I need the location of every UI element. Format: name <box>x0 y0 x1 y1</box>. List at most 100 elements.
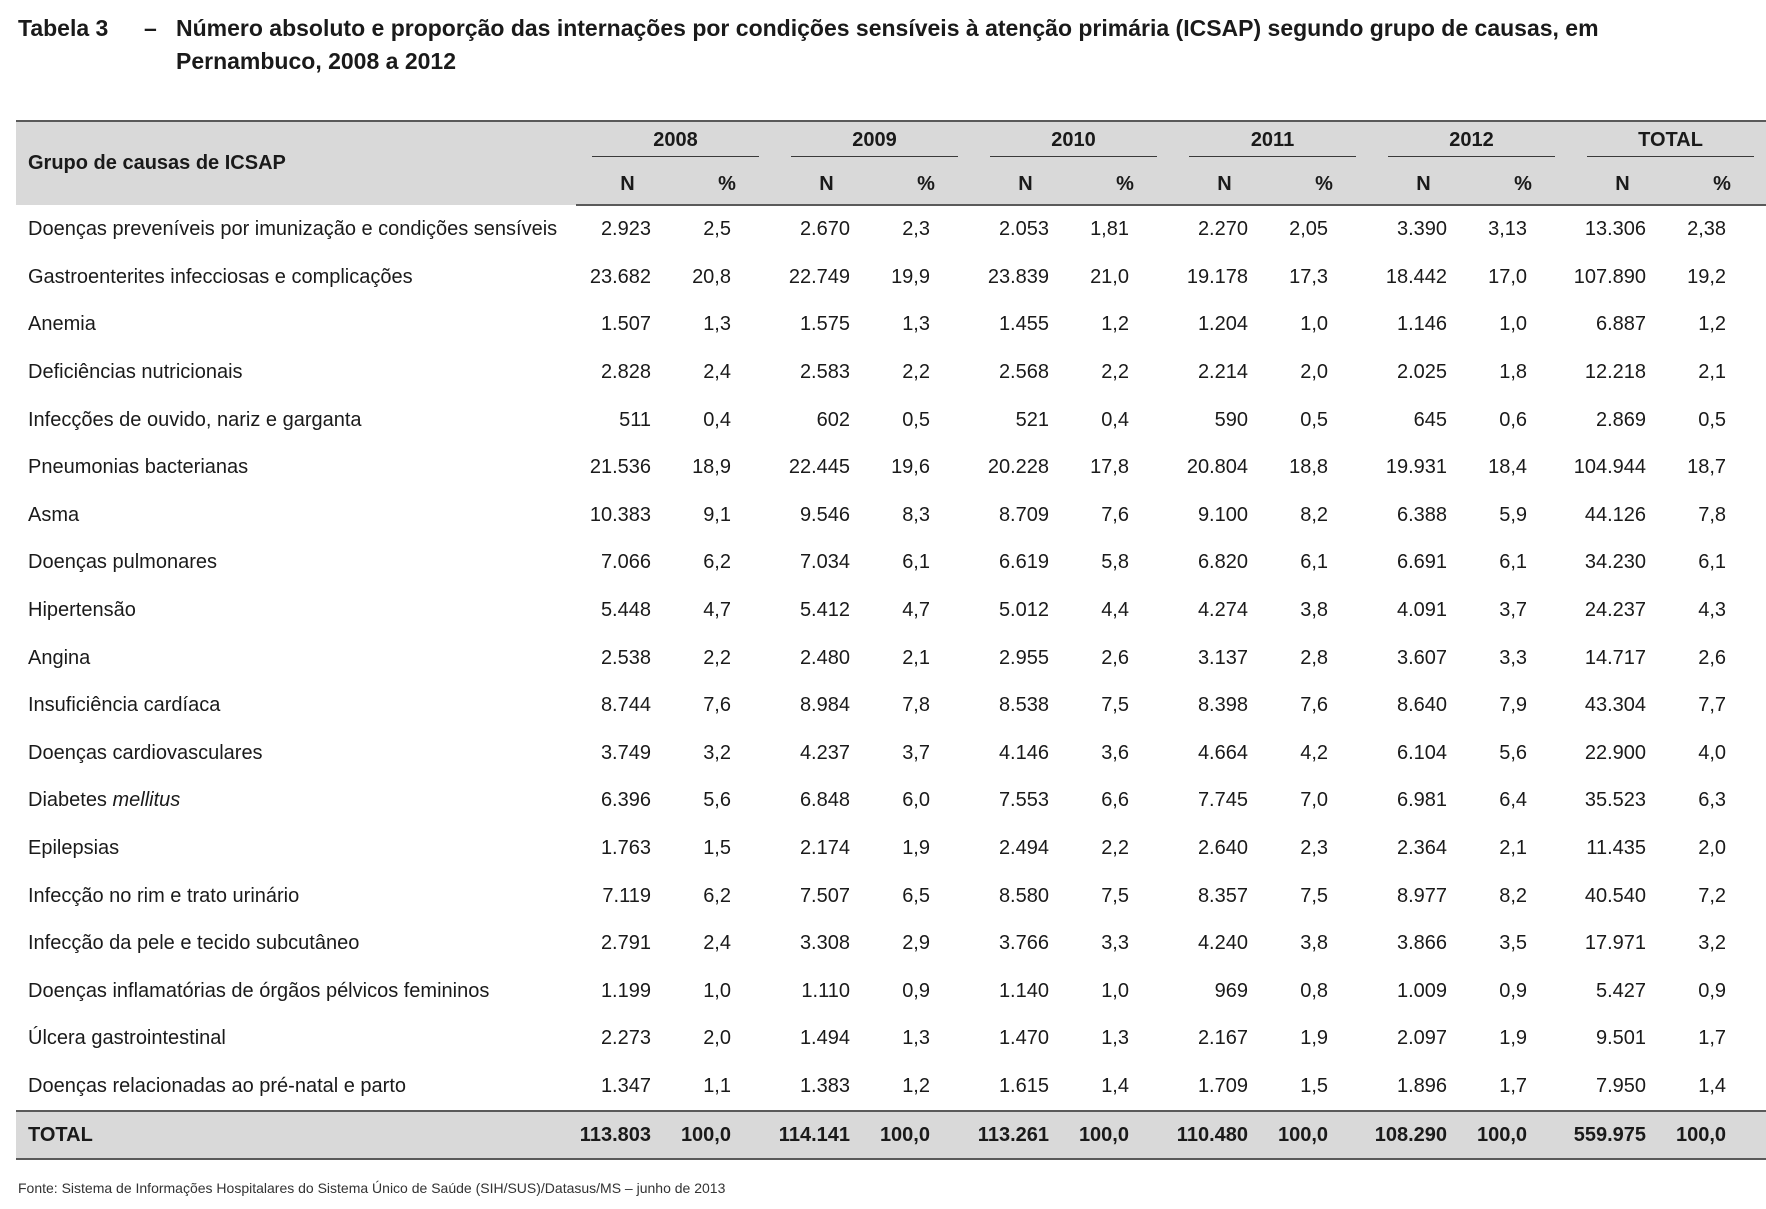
total-percent: 100,0 <box>878 1110 974 1161</box>
cause-name-text: Pneumonias bacterianas <box>28 456 249 479</box>
cause-name-text: Infecção no rim e trato urinário <box>28 884 300 907</box>
cell-count: 2.167 <box>1197 1027 1248 1050</box>
cell-percent: 1,81 <box>1090 218 1129 241</box>
cell-count: 4.091 <box>1396 599 1448 622</box>
cell-percent: 0,9 <box>1698 979 1727 1002</box>
cell-count: 2.538 <box>600 646 651 669</box>
cause-group-name: Pneumonias bacterianas <box>16 444 576 492</box>
cause-name-text: Doenças relacionadas ao pré-natal e part… <box>28 1074 407 1097</box>
cell-percent: 6,1 <box>1499 551 1528 574</box>
cell-percent: 0,4 <box>1101 408 1129 431</box>
cause-group-name: Doenças pulmonares <box>16 539 576 587</box>
cell-count: 7.119 <box>602 884 651 907</box>
cause-group-name: Asma <box>16 492 576 540</box>
cause-group-name: Úlcera gastrointestinal <box>16 1015 576 1063</box>
cell-percent: 4,7 <box>902 599 930 622</box>
table-row: Pneumonias bacterianas 21.536 18,9 22.445 19… <box>16 444 1766 492</box>
column-header-percent: % <box>679 164 775 206</box>
cause-name-text: Angina <box>28 646 91 669</box>
cell-count: 2.174 <box>799 837 850 860</box>
table-title: Tabela 3 – Número absoluto e proporção d… <box>18 12 1738 78</box>
cell-percent: 2,5 <box>703 218 731 241</box>
column-header-year: 2011 <box>1173 120 1373 164</box>
cell-count: 4.146 <box>998 741 1049 764</box>
cause-group-name: Doenças relacionadas ao pré-natal e part… <box>16 1063 576 1112</box>
cell-percent: 7,6 <box>1300 694 1329 717</box>
cell-percent: 2,2 <box>1101 361 1129 384</box>
cell-percent: 3,6 <box>1101 741 1129 764</box>
cell-percent: 8,2 <box>1300 503 1329 526</box>
cell-percent: 7,9 <box>1499 694 1528 717</box>
cause-name-text: Doenças preveníveis por imunização e con… <box>28 217 558 240</box>
cell-count: 7.034 <box>799 551 850 574</box>
cell-percent: 1,9 <box>1300 1027 1329 1050</box>
cell-percent: 2,0 <box>1300 361 1329 384</box>
cell-count: 6.619 <box>998 551 1049 574</box>
cell-count: 602 <box>816 408 850 431</box>
cell-percent: 5,6 <box>1499 741 1528 764</box>
cell-count: 8.580 <box>998 884 1049 907</box>
cell-count: 2.480 <box>799 646 850 669</box>
column-header-percent: % <box>1276 164 1373 206</box>
column-header-year: TOTAL <box>1571 120 1766 164</box>
total-percent: 100,0 <box>1276 1110 1373 1161</box>
cell-percent: 6,2 <box>703 551 731 574</box>
cause-name-text: Infecções de ouvido, nariz e garganta <box>28 408 362 431</box>
cell-count: 8.984 <box>799 694 850 717</box>
cell-count: 18.442 <box>1385 265 1448 288</box>
cell-percent: 7,6 <box>1101 503 1129 526</box>
cell-count: 35.523 <box>1584 789 1647 812</box>
cell-count: 40.540 <box>1584 884 1647 907</box>
cell-count: 3.766 <box>998 932 1049 955</box>
cell-percent: 7,5 <box>1101 694 1129 717</box>
cell-count: 4.274 <box>1197 599 1248 622</box>
cell-percent: 18,7 <box>1687 456 1727 479</box>
cell-count: 511 <box>619 408 651 431</box>
cell-percent: 7,6 <box>703 694 731 717</box>
cell-percent: 3,2 <box>703 741 731 764</box>
cell-count: 7.507 <box>799 884 850 907</box>
total-percent: 100,0 <box>679 1110 775 1161</box>
cell-percent: 1,5 <box>703 837 731 860</box>
table-row: Diabetes mellitus 6.396 5,6 6.848 6,0 7.553 6,… <box>16 777 1766 825</box>
cell-percent: 2,2 <box>902 361 930 384</box>
cell-percent: 2,2 <box>1101 837 1129 860</box>
cell-count: 1.615 <box>998 1074 1049 1097</box>
cell-percent: 0,5 <box>1698 408 1727 431</box>
cell-percent: 1,0 <box>703 979 731 1002</box>
header-row-subcolumns: N% N% N% N% N% N% <box>16 164 1766 206</box>
cell-count: 3.607 <box>1396 646 1448 669</box>
cell-percent: 2,38 <box>1687 218 1727 241</box>
cell-percent: 1,7 <box>1698 1027 1727 1050</box>
cell-percent: 3,13 <box>1488 218 1528 241</box>
cell-percent: 6,6 <box>1101 789 1129 812</box>
cell-percent: 1,2 <box>1101 313 1129 336</box>
source-note: Fonte: Sistema de Informações Hospitalar… <box>18 1180 726 1196</box>
cell-percent: 6,2 <box>703 884 731 907</box>
cause-group-name: Infecção no rim e trato urinário <box>16 872 576 920</box>
cell-count: 1.009 <box>1396 979 1448 1002</box>
cell-percent: 3,8 <box>1300 599 1329 622</box>
cell-count: 1.383 <box>799 1074 850 1097</box>
cell-percent: 2,6 <box>1698 646 1727 669</box>
cell-percent: 6,5 <box>902 884 930 907</box>
table-caption: Número absoluto e proporção das internaç… <box>176 15 1599 74</box>
cell-percent: 1,0 <box>1499 313 1528 336</box>
cell-count: 2.214 <box>1197 361 1248 384</box>
cell-count: 1.709 <box>1197 1074 1248 1097</box>
cause-group-name: Hipertensão <box>16 587 576 635</box>
cell-percent: 1,5 <box>1300 1074 1329 1097</box>
cell-count: 8.398 <box>1197 694 1248 717</box>
cell-percent: 2,9 <box>902 932 930 955</box>
cell-percent: 19,6 <box>891 456 930 479</box>
cause-name-text: Doenças inflamatórias de órgãos pélvicos… <box>28 979 490 1002</box>
table-number: Tabela 3 <box>18 15 109 41</box>
cell-count: 1.204 <box>1197 313 1248 336</box>
cell-percent: 1,4 <box>1101 1074 1129 1097</box>
cell-percent: 2,2 <box>703 646 731 669</box>
cell-percent: 3,8 <box>1300 932 1329 955</box>
cell-count: 1.146 <box>1396 313 1448 336</box>
total-label: TOTAL <box>16 1110 576 1161</box>
cell-count: 521 <box>1015 408 1049 431</box>
cell-count: 9.100 <box>1197 503 1248 526</box>
